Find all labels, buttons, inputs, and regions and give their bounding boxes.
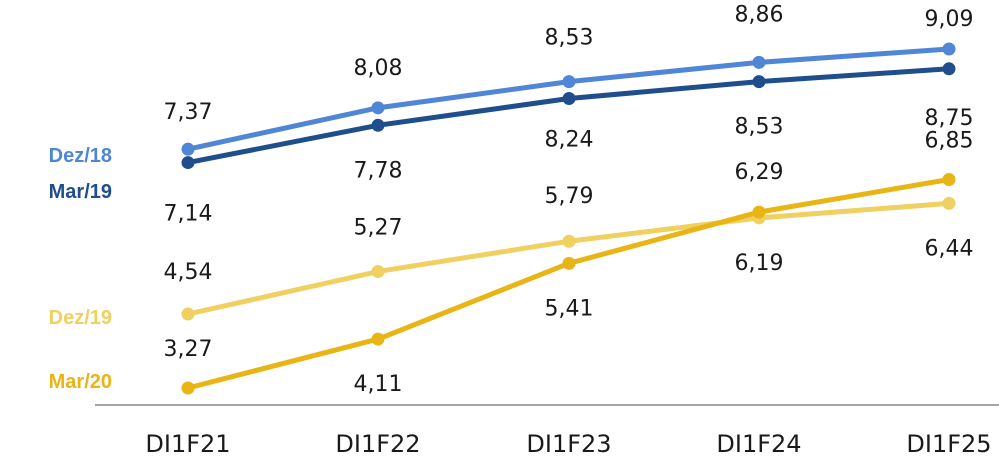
data-label: 8,08 (354, 56, 403, 81)
data-label: 6,85 (925, 128, 974, 153)
data-label: 8,75 (925, 106, 974, 131)
data-label: 5,79 (545, 184, 594, 209)
data-point (562, 234, 576, 248)
data-point (752, 55, 766, 69)
data-label: 8,53 (545, 26, 594, 51)
x-tick-label: DI1F21 (145, 430, 230, 458)
data-label: 8,86 (735, 2, 784, 27)
data-label: 4,54 (164, 260, 213, 285)
series-label: Dez/19 (49, 307, 112, 329)
data-label: 6,44 (925, 236, 974, 261)
data-point (942, 42, 956, 56)
data-label: 8,24 (545, 128, 594, 153)
data-point (752, 75, 766, 89)
data-point (562, 256, 576, 270)
data-point (181, 307, 195, 321)
data-label: 6,29 (735, 160, 784, 185)
data-point (181, 381, 195, 395)
x-tick-label: DI1F22 (335, 430, 420, 458)
data-label: 9,09 (925, 7, 974, 32)
data-point (371, 118, 385, 132)
data-point (181, 142, 195, 156)
data-label: 7,37 (164, 100, 213, 125)
data-point (562, 92, 576, 106)
data-label: 5,27 (354, 216, 403, 241)
data-label: 7,14 (164, 202, 213, 227)
data-point (371, 265, 385, 279)
data-label: 3,27 (164, 337, 213, 362)
data-point (942, 62, 956, 76)
data-point (371, 332, 385, 346)
data-label: 6,19 (735, 251, 784, 276)
data-point (181, 156, 195, 170)
x-tick-label: DI1F23 (526, 430, 611, 458)
series-label: Dez/18 (49, 145, 112, 167)
data-point (942, 196, 956, 210)
x-tick-label: DI1F24 (716, 430, 801, 458)
data-point (371, 101, 385, 115)
data-point (942, 172, 956, 186)
data-point (752, 205, 766, 219)
series-label: Mar/20 (49, 371, 112, 393)
data-label: 5,41 (545, 296, 594, 321)
data-label: 7,78 (354, 158, 403, 183)
x-tick-label: DI1F25 (906, 430, 991, 458)
data-label: 8,53 (735, 115, 784, 140)
series-label: Mar/19 (49, 181, 112, 203)
data-point (562, 75, 576, 89)
data-label: 4,11 (354, 372, 403, 397)
